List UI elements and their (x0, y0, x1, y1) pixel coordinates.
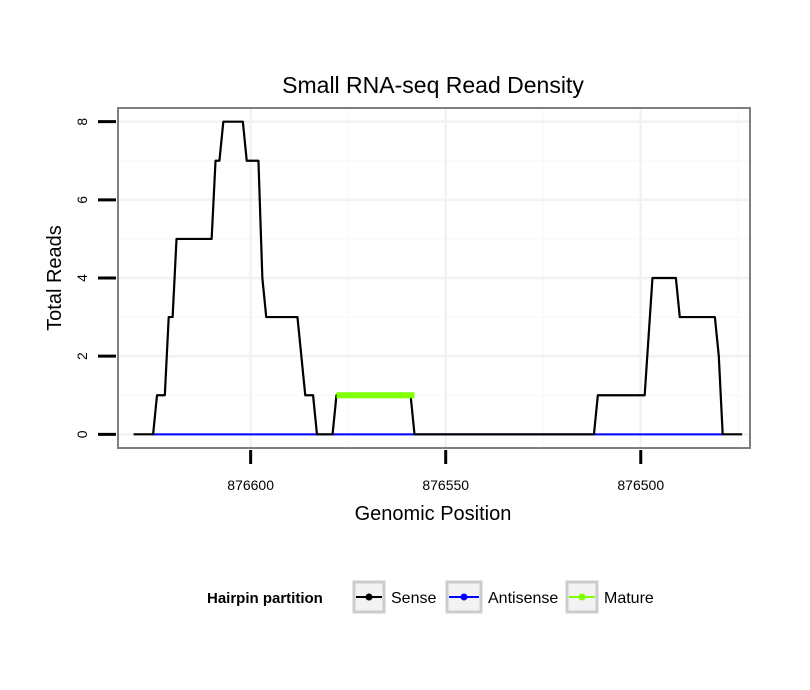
chart-title: Small RNA-seq Read Density (282, 72, 584, 98)
legend-key-point (365, 593, 373, 601)
series-line-sense (133, 120, 743, 436)
legend: Hairpin partition Sense Antisense Mature (207, 580, 654, 614)
legend-key-point (578, 593, 586, 601)
legend-label: Sense (391, 590, 436, 607)
y-tick-label: 2 (74, 352, 90, 360)
y-axis-title: Total Reads (44, 225, 66, 331)
y-axis: 0 2 4 6 8 (74, 118, 116, 438)
legend-label: Antisense (488, 590, 558, 607)
y-tick-label: 8 (74, 118, 90, 126)
plot-border (117, 107, 751, 449)
legend-label: Mature (604, 590, 654, 607)
legend-item-sense: Sense (352, 580, 436, 614)
x-tick-label: 876600 (227, 477, 274, 493)
y-tick-label: 6 (74, 196, 90, 204)
series-layer (133, 120, 743, 436)
x-tick-label: 876500 (617, 477, 664, 493)
x-axis: 876600 876550 876500 (227, 450, 664, 493)
legend-key-point (460, 593, 468, 601)
x-tick-label: 876550 (422, 477, 469, 493)
x-axis-title: Genomic Position (355, 503, 512, 525)
legend-item-antisense: Antisense (445, 580, 558, 614)
y-tick-label: 4 (74, 274, 90, 282)
legend-item-mature: Mature (565, 580, 654, 614)
y-tick-label: 0 (74, 430, 90, 438)
legend-title: Hairpin partition (207, 590, 323, 607)
